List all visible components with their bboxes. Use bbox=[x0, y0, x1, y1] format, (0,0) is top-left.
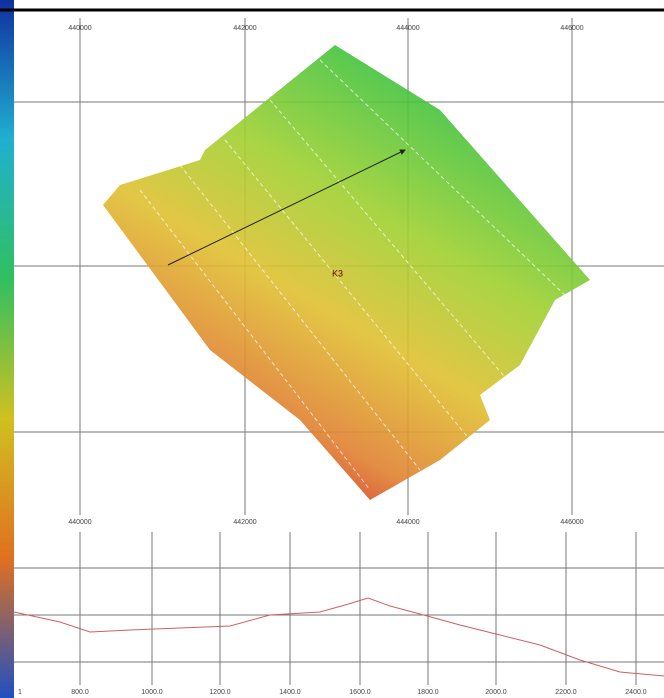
top-coord-label: 444000 bbox=[396, 25, 419, 32]
profile-x-label: 2200.0 bbox=[555, 689, 577, 696]
profile-x-label: 1800.0 bbox=[417, 689, 439, 696]
profile-x-label: 1 bbox=[18, 689, 22, 696]
bottom-coord-label: 446000 bbox=[560, 519, 583, 526]
color-bar bbox=[0, 0, 14, 698]
top-coord-label: 446000 bbox=[560, 25, 583, 32]
profile-x-label: 1200.0 bbox=[209, 689, 231, 696]
profile-x-label: 2400.0 bbox=[625, 689, 647, 696]
profile-x-label: 1000.0 bbox=[141, 689, 163, 696]
top-coord-label: 442000 bbox=[233, 25, 256, 32]
profile-x-label: 2000.0 bbox=[485, 689, 507, 696]
bottom-coord-label: 442000 bbox=[233, 519, 256, 526]
profile-x-label: 800.0 bbox=[71, 689, 89, 696]
top-coord-label: 440000 bbox=[68, 25, 91, 32]
screenshot: K3 440000 442000 444000 446000 440000 442000 4… bbox=[0, 0, 664, 698]
bottom-coord-label: 444000 bbox=[396, 519, 419, 526]
profile-x-label: 1600.0 bbox=[349, 689, 371, 696]
marker-label: K3 bbox=[332, 268, 343, 278]
profile-x-label: 1400.0 bbox=[279, 689, 301, 696]
bottom-coord-label: 440000 bbox=[68, 519, 91, 526]
